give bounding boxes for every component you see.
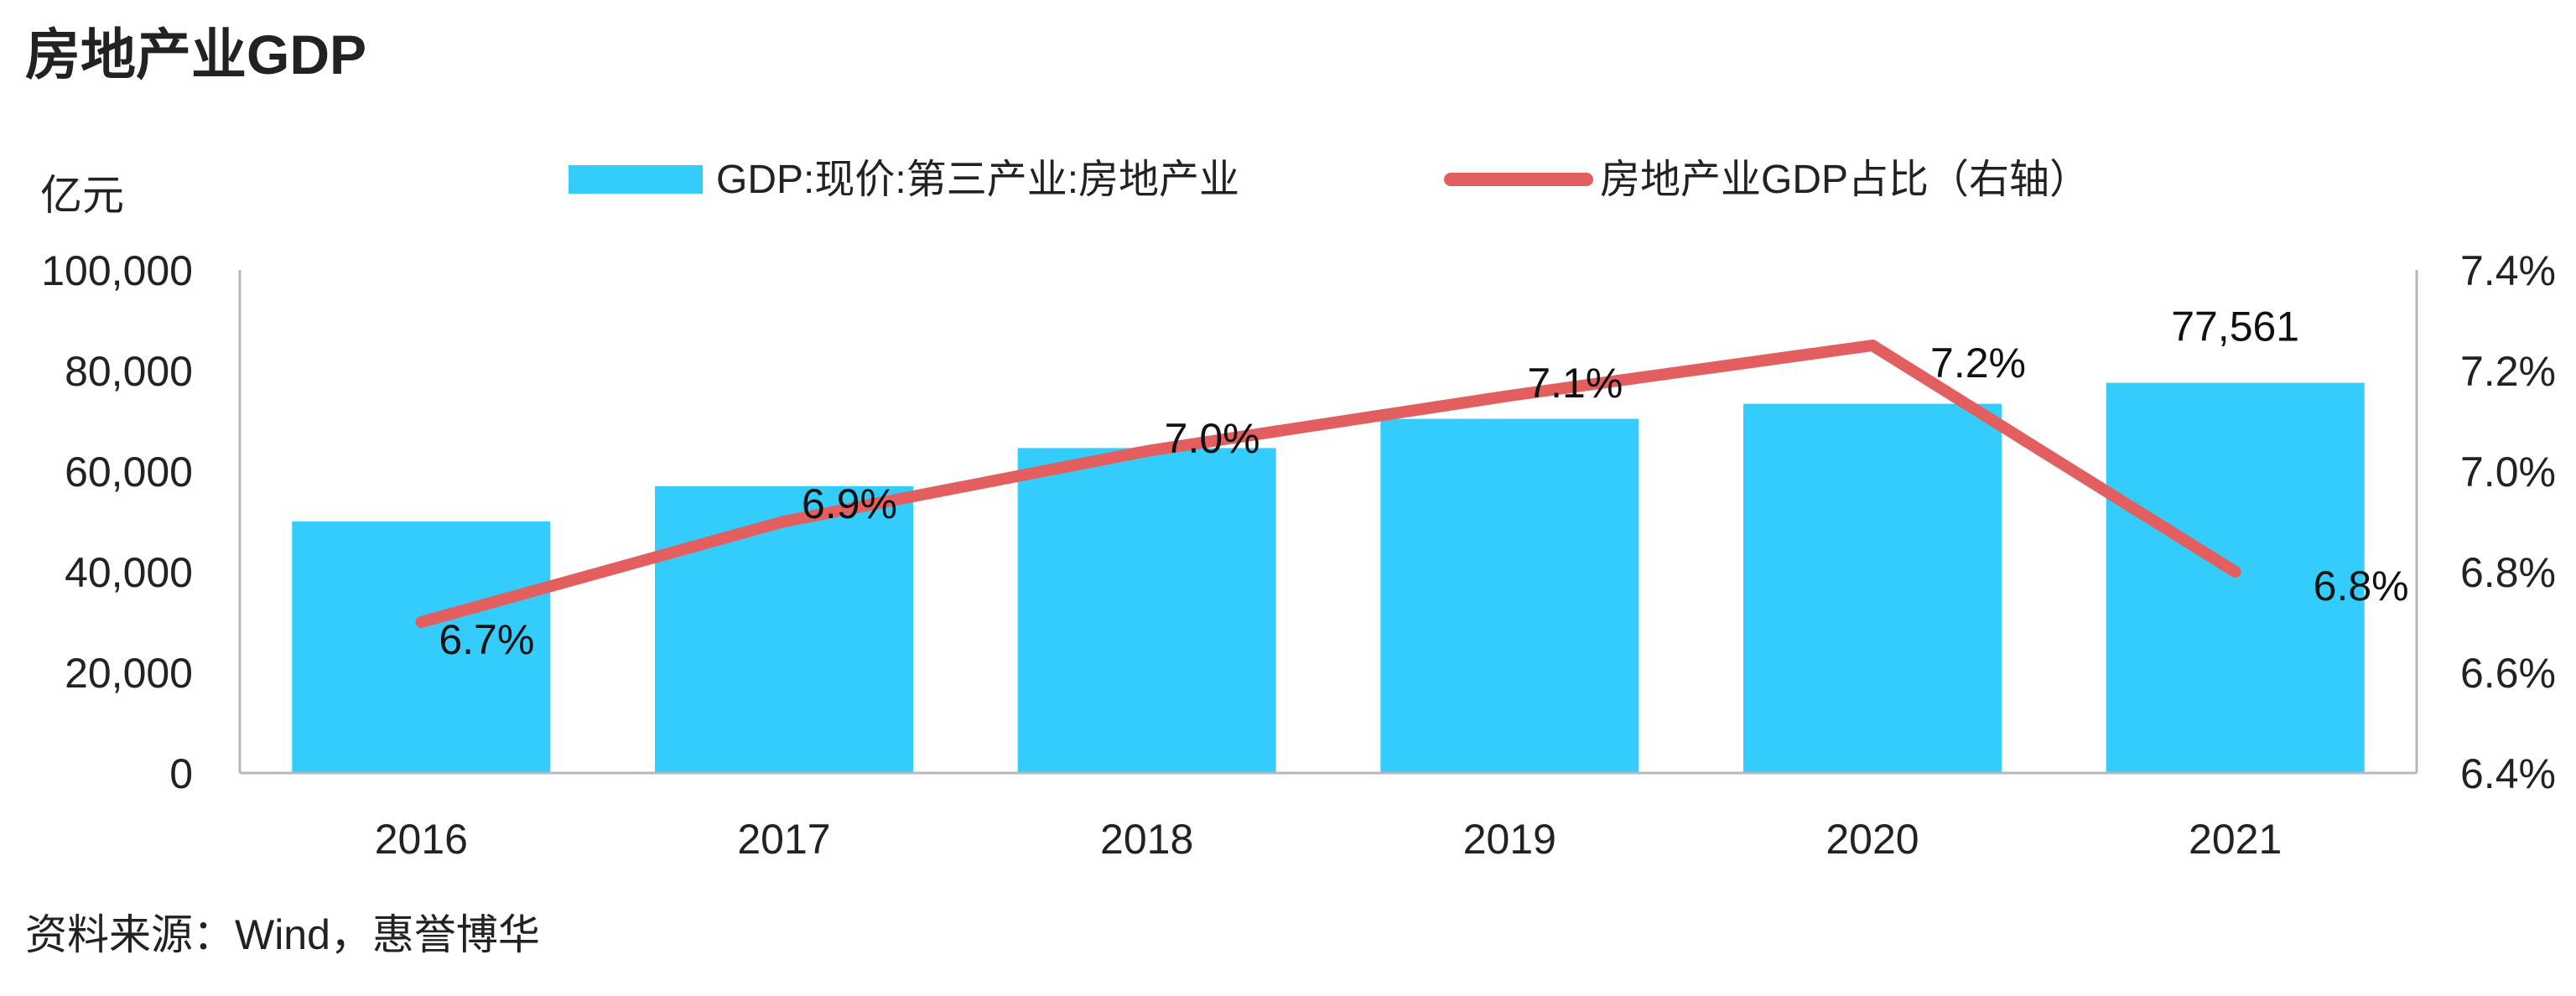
x-tick-label-2017: 2017 [737, 816, 830, 863]
legend-label-bar: GDP:现价:第三产业:房地产业 [716, 158, 1239, 202]
left-tick-label: 0 [169, 750, 193, 797]
bar-data-label-2021: 77,561 [2171, 303, 2299, 350]
right-tick-label: 7.4% [2460, 247, 2556, 294]
bar-2021 [2106, 382, 2365, 773]
line-data-label-2018: 7.0% [1165, 415, 1260, 462]
bar-2016 [292, 521, 551, 773]
x-tick-label-2021: 2021 [2189, 816, 2282, 863]
right-tick-label: 6.6% [2460, 650, 2556, 697]
x-tick-label-2020: 2020 [1826, 816, 1919, 863]
bar-2020 [1743, 403, 2002, 773]
line-data-label-2020: 7.2% [1930, 340, 2026, 386]
line-data-label-2021: 6.8% [2314, 563, 2409, 610]
bar-2019 [1380, 418, 1639, 773]
left-tick-label: 100,000 [41, 247, 193, 294]
left-tick-label: 80,000 [65, 348, 193, 395]
x-tick-label-2016: 2016 [375, 816, 468, 863]
line-data-label-2016: 6.7% [439, 616, 534, 663]
bar-2017 [655, 486, 913, 773]
x-tick-label-2019: 2019 [1463, 816, 1556, 863]
chart-title: 房地产业GDP [25, 23, 366, 86]
source-note: 资料来源：Wind，惠誉博华 [25, 911, 540, 958]
left-tick-label: 40,000 [65, 549, 193, 596]
right-tick-label: 7.0% [2460, 449, 2556, 495]
legend-swatch-bar [569, 165, 703, 194]
right-tick-label: 7.2% [2460, 348, 2556, 395]
line-data-label-2017: 6.9% [802, 480, 897, 527]
right-tick-label: 6.8% [2460, 549, 2556, 596]
legend-label-line: 房地产业GDP占比（右轴） [1600, 158, 2090, 202]
line-series-share [415, 340, 2241, 628]
line-data-label-2019: 7.1% [1527, 360, 1623, 407]
bar-2018 [1017, 448, 1276, 773]
x-tick-label-2018: 2018 [1100, 816, 1193, 863]
right-tick-label: 6.4% [2460, 750, 2556, 797]
left-tick-label: 20,000 [65, 650, 193, 697]
left-tick-label: 60,000 [65, 449, 193, 495]
left-axis-unit-label: 亿元 [40, 172, 124, 219]
